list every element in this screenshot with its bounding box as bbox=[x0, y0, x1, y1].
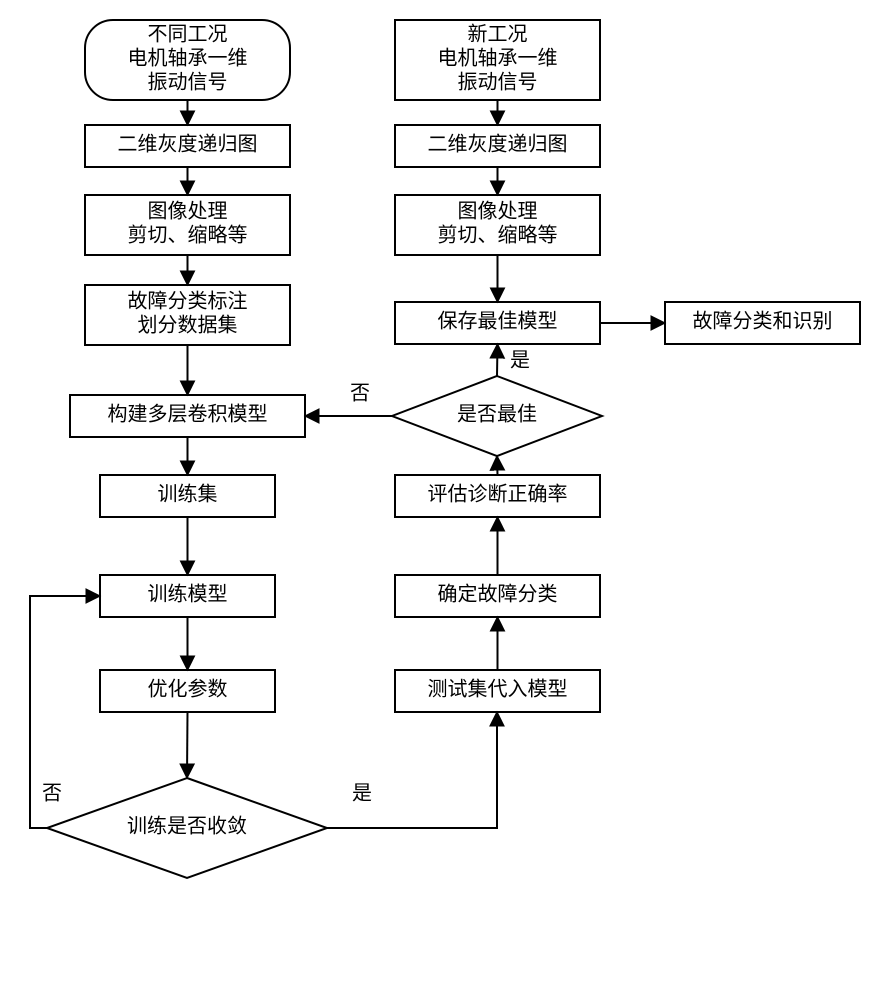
svg-text:确定故障分类: 确定故障分类 bbox=[438, 583, 558, 606]
svg-text:故障分类和识别: 故障分类和识别 bbox=[693, 310, 833, 333]
node-rimg: 图像处理剪切、缩略等 bbox=[395, 195, 600, 255]
svg-text:评估诊断正确率: 评估诊断正确率 bbox=[428, 483, 568, 506]
svg-text:振动信号: 振动信号 bbox=[458, 71, 538, 94]
edge-8 bbox=[30, 596, 100, 828]
svg-text:划分数据集: 划分数据集 bbox=[138, 314, 238, 337]
node-l9-label: 训练是否收敛 bbox=[127, 815, 247, 838]
node-l8-label: 优化参数 bbox=[148, 678, 228, 701]
node-r3: 是否最佳 bbox=[392, 376, 602, 456]
node-l7-label: 训练模型 bbox=[148, 583, 228, 606]
node-l2-label: 二维灰度递归图 bbox=[118, 133, 258, 156]
svg-text:二维灰度递归图: 二维灰度递归图 bbox=[428, 133, 568, 156]
svg-text:训练模型: 训练模型 bbox=[148, 583, 228, 606]
node-l5-label: 构建多层卷积模型 bbox=[108, 403, 268, 426]
svg-text:保存最佳模型: 保存最佳模型 bbox=[438, 310, 558, 333]
node-l3: 图像处理剪切、缩略等 bbox=[85, 195, 290, 255]
svg-text:二维灰度递归图: 二维灰度递归图 bbox=[118, 133, 258, 156]
edge-9-label: 是 bbox=[352, 783, 372, 805]
svg-text:优化参数: 优化参数 bbox=[148, 678, 228, 701]
svg-text:不同工况: 不同工况 bbox=[148, 24, 228, 46]
node-out: 故障分类和识别 bbox=[665, 302, 860, 344]
edge-14-label: 否 bbox=[350, 383, 370, 405]
svg-text:电机轴承一维: 电机轴承一维 bbox=[438, 47, 558, 70]
svg-text:剪切、缩略等: 剪切、缩略等 bbox=[128, 224, 248, 247]
edge-13-label: 是 bbox=[510, 350, 530, 372]
edge-8-label: 否 bbox=[42, 783, 62, 805]
svg-text:训练集: 训练集 bbox=[158, 483, 218, 506]
node-r1: 新工况电机轴承一维振动信号 bbox=[395, 20, 600, 100]
svg-text:新工况: 新工况 bbox=[468, 23, 528, 46]
svg-text:电机轴承一维: 电机轴承一维 bbox=[128, 47, 248, 70]
node-out-label: 故障分类和识别 bbox=[693, 310, 833, 333]
node-l8: 优化参数 bbox=[100, 670, 275, 712]
edge-12 bbox=[497, 456, 498, 475]
node-l9: 训练是否收敛 bbox=[47, 778, 327, 878]
svg-text:是否最佳: 是否最佳 bbox=[457, 403, 537, 426]
node-r5-label: 确定故障分类 bbox=[438, 583, 558, 606]
svg-text:测试集代入模型: 测试集代入模型 bbox=[428, 678, 568, 701]
node-l5: 构建多层卷积模型 bbox=[70, 395, 305, 437]
node-r2d: 二维灰度递归图 bbox=[395, 125, 600, 167]
node-l4: 故障分类标注划分数据集 bbox=[85, 285, 290, 345]
edge-7 bbox=[187, 712, 188, 778]
edge-9 bbox=[327, 712, 497, 828]
node-l6-label: 训练集 bbox=[158, 483, 218, 506]
node-r2: 保存最佳模型 bbox=[395, 302, 600, 344]
svg-text:图像处理: 图像处理 bbox=[148, 200, 228, 223]
edge-13 bbox=[497, 344, 498, 376]
node-r4-label: 评估诊断正确率 bbox=[428, 483, 568, 506]
svg-text:构建多层卷积模型: 构建多层卷积模型 bbox=[108, 403, 268, 426]
node-r2d-label: 二维灰度递归图 bbox=[428, 133, 568, 156]
node-r4: 评估诊断正确率 bbox=[395, 475, 600, 517]
node-r6-label: 测试集代入模型 bbox=[428, 678, 568, 701]
svg-text:训练是否收敛: 训练是否收敛 bbox=[127, 815, 247, 838]
svg-text:图像处理: 图像处理 bbox=[458, 200, 538, 223]
node-l7: 训练模型 bbox=[100, 575, 275, 617]
svg-text:振动信号: 振动信号 bbox=[148, 71, 228, 94]
node-r2-label: 保存最佳模型 bbox=[438, 310, 558, 333]
node-r5: 确定故障分类 bbox=[395, 575, 600, 617]
svg-text:故障分类标注: 故障分类标注 bbox=[128, 290, 248, 313]
node-l1: 不同工况电机轴承一维振动信号 bbox=[85, 20, 290, 100]
node-l2: 二维灰度递归图 bbox=[85, 125, 290, 167]
node-l6: 训练集 bbox=[100, 475, 275, 517]
node-r3-label: 是否最佳 bbox=[457, 403, 537, 426]
node-r6: 测试集代入模型 bbox=[395, 670, 600, 712]
svg-text:剪切、缩略等: 剪切、缩略等 bbox=[438, 224, 558, 247]
